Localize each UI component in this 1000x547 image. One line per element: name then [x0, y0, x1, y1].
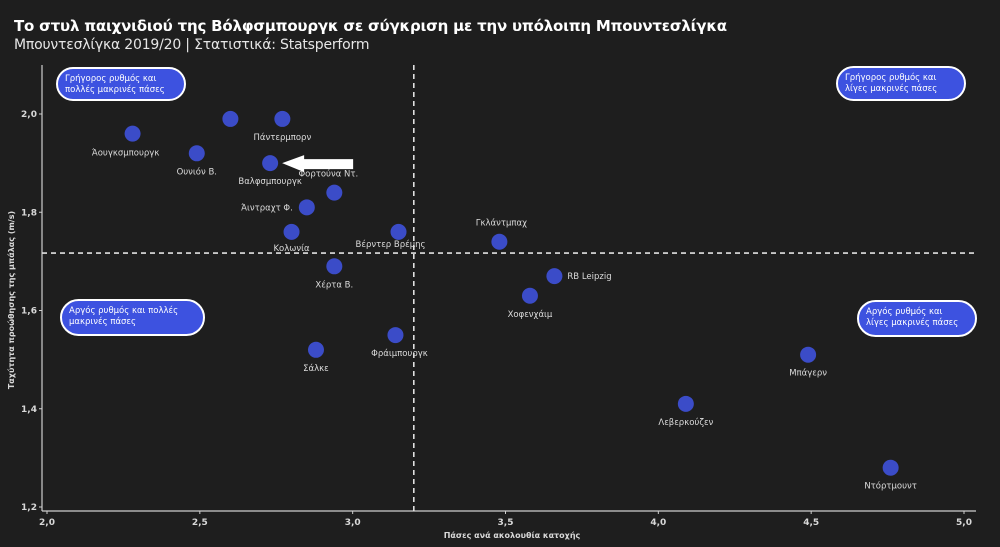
data-point	[283, 223, 300, 240]
highlight-arrow	[282, 155, 354, 173]
data-point	[677, 395, 694, 412]
point-label: Βαλφσμπουργκ	[238, 177, 302, 187]
data-point	[800, 346, 817, 363]
point-label: Φράιμπουργκ	[371, 349, 428, 359]
arrow-icon	[282, 155, 354, 173]
y-tick-label: 2,0	[21, 110, 37, 120]
data-point	[387, 327, 404, 344]
data-point	[307, 341, 324, 358]
quadrant-box-text: Γρήγορος ρυθμός και	[65, 73, 156, 84]
x-tick-label: 3,5	[498, 518, 514, 528]
y-tick-label: 1,4	[21, 405, 37, 415]
y-tick-label: 1,8	[21, 208, 37, 218]
data-points	[124, 110, 899, 476]
point-label: Χέρτα Β.	[315, 279, 353, 290]
data-point	[222, 110, 239, 127]
point-label: Γκλάντμπαχ	[476, 219, 527, 229]
point-label: Σάλκε	[303, 364, 329, 374]
reference-lines	[42, 65, 976, 511]
y-tick-label: 1,6	[21, 307, 37, 317]
chart-subtitle: Μπουντεσλίγκα 2019/20 | Στατιστικά: Stat…	[14, 37, 370, 53]
data-point	[882, 459, 899, 476]
quadrant-box-text: Γρήγορος ρυθμός και	[845, 72, 936, 83]
quadrant-box-bg	[56, 67, 186, 101]
quadrant-box-text: λίγες μακρινές πάσες	[845, 83, 937, 94]
point-label: Ντόρτμουντ	[864, 481, 917, 492]
data-point	[124, 125, 141, 142]
point-label: Φορτούνα Ντ.	[298, 169, 358, 180]
axes: 2,0 2,5 3,0 3,5 4,0 4,5 5,0 2,0 1,8 1,6 1,4 1,2	[21, 65, 976, 528]
quadrant-box-text: μακρινές πάσες	[69, 316, 136, 327]
quadrant-box-text: λίγες μακρινές πάσες	[866, 317, 958, 328]
quadrant-box-text: Αργός ρυθμός και	[866, 306, 943, 317]
quadrant-box-bg	[60, 299, 205, 336]
data-point	[546, 268, 563, 285]
x-axis-label: Πάσες ανά ακολουθία κατοχής	[444, 530, 581, 540]
quadrant-box-text: Αργός ρυθμός και πολλές	[69, 305, 178, 316]
data-point	[326, 258, 343, 275]
point-label: Ουνιόν Β.	[177, 166, 217, 177]
x-tick-label: 5,0	[956, 518, 972, 528]
point-label: Χοφενχάιμ	[508, 310, 553, 320]
point-label: Βέρντερ Βρέμης	[356, 239, 426, 250]
chart-title: Το στυλ παιχνιδιού της Βόλφσμπουργκ σε σ…	[14, 17, 727, 35]
y-tick-label: 1,2	[21, 503, 37, 513]
quadrant-box-bg	[857, 300, 977, 337]
x-tick-label: 4,5	[803, 518, 819, 528]
point-labels: Άουγκσμπουργκ Ουνιόν Β. Πάντερμπορν Βαλφσμπ…	[92, 133, 917, 492]
y-axis-label: Ταχύτητα προώθησης της μπάλας (m/s)	[6, 211, 16, 389]
data-point	[491, 233, 508, 250]
x-tick-label: 2,0	[39, 518, 55, 528]
point-label: Άιντραχτ Φ.	[241, 203, 293, 213]
quadrant-box-bg	[836, 66, 966, 101]
data-point	[274, 110, 291, 127]
data-point	[521, 287, 538, 304]
point-label: Άουγκσμπουργκ	[92, 149, 160, 159]
data-point	[326, 184, 343, 201]
data-point	[298, 199, 315, 216]
quadrant-box-text: πολλές μακρινές πάσες	[65, 84, 165, 95]
data-point	[188, 145, 205, 162]
point-label: Κολωνία	[273, 244, 310, 254]
x-tick-label: 2,5	[192, 518, 208, 528]
point-label: RB Leipzig	[567, 272, 611, 282]
point-label: Μπάγερν	[789, 369, 827, 379]
x-tick-label: 3,0	[345, 518, 361, 528]
point-label: Πάντερμπορν	[253, 133, 311, 143]
data-point	[390, 223, 407, 240]
point-label: Λεβερκούζεν	[658, 417, 713, 428]
data-point	[262, 155, 279, 172]
x-tick-label: 4,0	[650, 518, 666, 528]
